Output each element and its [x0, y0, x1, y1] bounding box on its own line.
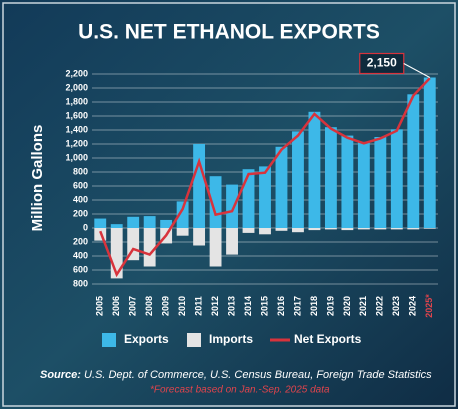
- legend-label: Imports: [209, 332, 253, 346]
- chart-title: U.S. NET ETHANOL EXPORTS: [78, 21, 380, 44]
- x-tick-label: 2014: [243, 296, 253, 316]
- note: *Forecast based on Jan.-Sep. 2025 data: [150, 385, 330, 396]
- source: Source: U.S. Dept. of Commerce, U.S. Cen…: [40, 369, 432, 381]
- x-tick-label: 2024: [408, 296, 418, 316]
- legend-label: Exports: [124, 332, 169, 346]
- y-tick-label: 200: [73, 208, 88, 218]
- bar: [259, 166, 271, 228]
- legend-swatch: [102, 333, 116, 347]
- y-tick-label: 600: [73, 180, 88, 190]
- x-tick-label: 2006: [111, 296, 121, 316]
- bar: [275, 146, 288, 228]
- bar: [308, 111, 321, 228]
- y-tick-label: 1,000: [65, 152, 88, 162]
- x-tick-label: 2015: [259, 296, 269, 316]
- bar: [292, 131, 304, 228]
- x-tick-label: 2019: [325, 296, 335, 316]
- source-label: Source:: [40, 369, 81, 381]
- bar: [176, 201, 189, 228]
- legend-swatch: [187, 333, 201, 347]
- y-tick-label: 800: [73, 278, 88, 288]
- y-tick-label: 400: [73, 194, 88, 204]
- bar: [127, 216, 140, 228]
- bar: [423, 77, 436, 228]
- line: [99, 77, 431, 278]
- x-tick-label: 2007: [128, 296, 138, 316]
- bar: [209, 228, 222, 267]
- y-tick-label: 2,200: [65, 68, 88, 78]
- value-label: 2,150: [367, 56, 397, 70]
- bar: [390, 129, 403, 228]
- y-tick-label: 1,800: [65, 96, 88, 106]
- x-tick-label: 2022: [375, 296, 385, 316]
- x-tick-label: 2017: [292, 296, 302, 316]
- x-tick-label: 2021: [358, 296, 368, 316]
- y-tick-label: 800: [73, 166, 88, 176]
- bar: [143, 216, 156, 228]
- bar: [275, 228, 288, 231]
- bar: [94, 218, 107, 228]
- bar: [160, 219, 173, 228]
- bar: [242, 169, 255, 228]
- bar: [324, 127, 337, 228]
- bar: [324, 228, 337, 230]
- bar: [357, 228, 370, 230]
- x-tick-label: 2009: [161, 296, 171, 316]
- x-tick-label: 2008: [144, 296, 154, 316]
- y-tick-label: 1,600: [65, 110, 88, 120]
- x-tick-label: 2010: [177, 296, 187, 316]
- bar: [341, 135, 354, 228]
- bar: [226, 184, 238, 228]
- x-tick-label: 2012: [210, 296, 220, 316]
- bar: [193, 144, 206, 228]
- bar: [176, 228, 189, 236]
- x-tick-label: 2023: [391, 296, 401, 316]
- bar: [407, 228, 420, 230]
- y-tick-label: 2,000: [65, 82, 88, 92]
- y-tick-label: 600: [73, 264, 88, 274]
- bar: [226, 228, 238, 255]
- bar: [143, 228, 156, 267]
- bar: [242, 228, 255, 233]
- x-tick-label: 2016: [276, 296, 286, 316]
- y-tick-label: 0: [83, 222, 88, 232]
- x-tick-label: 2018: [309, 296, 319, 316]
- value-label-leader: [403, 63, 430, 78]
- y-axis-label: Million Gallons: [29, 125, 46, 232]
- x-tick-label: 2011: [193, 296, 203, 316]
- bar: [292, 228, 304, 233]
- bar: [259, 228, 271, 235]
- bar: [357, 141, 370, 228]
- bar: [127, 228, 140, 261]
- y-tick-label: 1,200: [65, 138, 88, 148]
- bar: [110, 224, 123, 228]
- legend-label: Net Exports: [294, 332, 362, 346]
- x-tick-label: 2005: [95, 296, 105, 316]
- y-tick-label: 1,400: [65, 124, 88, 134]
- x-tick-label: 2025*: [424, 294, 434, 318]
- bar: [209, 176, 222, 228]
- bar: [390, 228, 403, 230]
- source-text: U.S. Dept. of Commerce, U.S. Census Bure…: [84, 369, 432, 381]
- bar: [193, 228, 206, 246]
- bar: [308, 228, 321, 231]
- y-tick-label: 200: [73, 236, 88, 246]
- bar: [374, 137, 387, 228]
- bar: [423, 228, 436, 229]
- bar: [110, 228, 123, 279]
- bar: [407, 94, 420, 228]
- bar: [374, 228, 387, 230]
- y-tick-label: 400: [73, 250, 88, 260]
- bar: [341, 228, 354, 231]
- x-tick-label: 2013: [226, 296, 236, 316]
- x-tick-label: 2020: [342, 296, 352, 316]
